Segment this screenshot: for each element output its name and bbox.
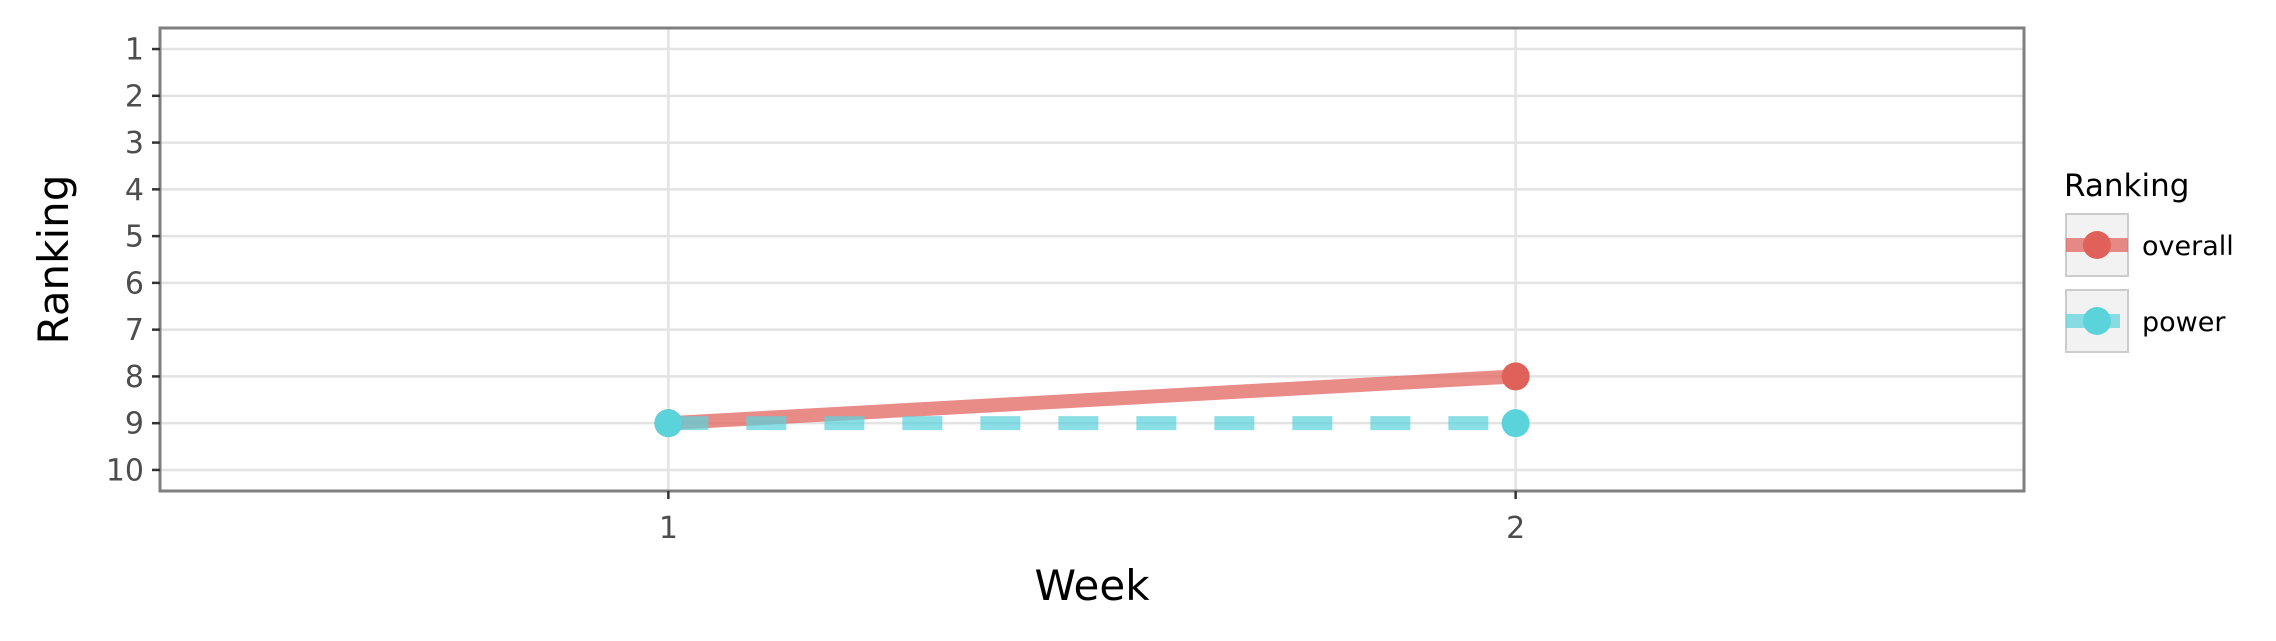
y-tick-label: 7 (125, 313, 144, 348)
legend-item-overall: overall (2065, 213, 2234, 277)
legend-label: power (2142, 307, 2226, 338)
series-point-overall (1501, 362, 1530, 391)
legend-item-power: power (2065, 289, 2226, 353)
plot-frame (158, 26, 2026, 493)
y-tick-label: 10 (106, 453, 144, 488)
legend-label: overall (2142, 231, 2234, 262)
x-tick-label: 2 (1506, 511, 1525, 546)
y-tick-label: 3 (125, 126, 144, 161)
series-point-power (654, 409, 683, 438)
y-tick-label: 9 (125, 407, 144, 442)
y-tick-label: 2 (125, 79, 144, 114)
y-tick-label: 5 (125, 220, 144, 255)
series-line-overall (667, 369, 1517, 431)
legend-key-marker (2083, 231, 2111, 259)
series-point-power (1501, 409, 1530, 438)
x-axis-title: Week (1034, 561, 1150, 610)
y-tick-label: 4 (125, 173, 144, 208)
y-tick-label: 1 (125, 33, 144, 68)
y-axis-title: Ranking (29, 175, 78, 345)
y-axis: 1 2 3 4 5 6 7 8 9 10 (106, 33, 160, 488)
series-layer (654, 362, 1530, 438)
legend: Ranking overall power (2064, 168, 2234, 353)
x-tick-label: 1 (659, 511, 678, 546)
legend-title: Ranking (2064, 168, 2189, 204)
y-tick-label: 6 (125, 266, 144, 301)
legend-key-marker (2083, 307, 2111, 335)
y-tick-label: 8 (125, 360, 144, 395)
